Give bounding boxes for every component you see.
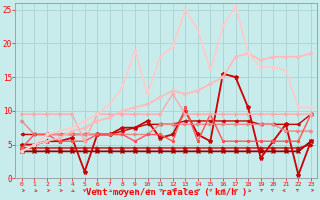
X-axis label: Vent moyen/en rafales ( km/h ): Vent moyen/en rafales ( km/h ): [86, 188, 247, 197]
